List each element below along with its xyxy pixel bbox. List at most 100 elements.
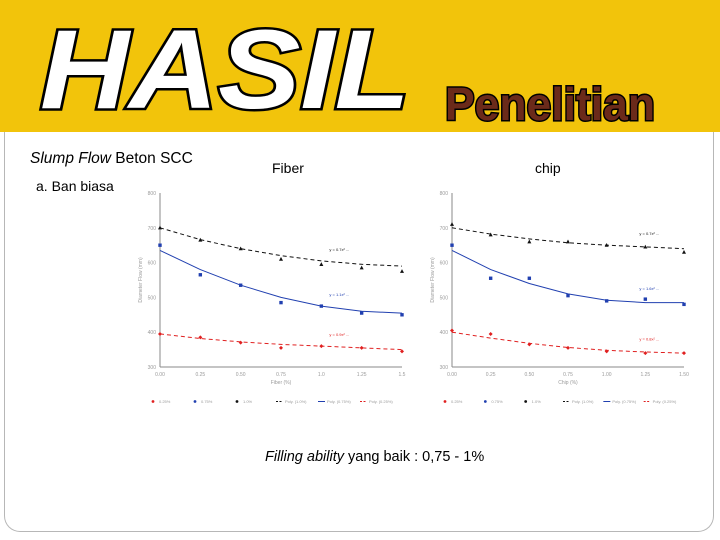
data-point xyxy=(566,239,570,244)
data-point xyxy=(643,351,648,356)
content-frame xyxy=(4,132,714,532)
x-tick-label: 0.25 xyxy=(486,372,496,378)
legend-label: Poly. (0.75%) xyxy=(612,399,636,404)
filling-ability-italic: Filling ability xyxy=(265,449,344,465)
trend-line xyxy=(159,249,403,314)
y-axis-label: Diameter Flow (mm) xyxy=(430,257,436,303)
data-point xyxy=(643,244,648,249)
data-point xyxy=(198,335,203,340)
data-point xyxy=(400,349,404,354)
trend-equation: y = 1.6x² ... xyxy=(639,286,659,291)
y-tick-label: 800 xyxy=(148,191,157,197)
y-tick-label: 700 xyxy=(148,226,157,232)
trend-equation: y = 0.9x² ... xyxy=(329,332,349,337)
y-tick-label: 300 xyxy=(148,365,157,371)
fiber-chart: 300 400 500 600 700 800 0.00 0.25 0.50 0.75 1.0 1.2… xyxy=(138,191,406,404)
banner-art: HASIL Penelitian xyxy=(38,5,657,133)
data-point xyxy=(198,237,203,242)
legend-label: Poly. (0.25%) xyxy=(369,399,393,404)
data-point xyxy=(527,342,532,347)
x-tick-label: 1.00 xyxy=(602,372,612,378)
trend-line xyxy=(159,333,403,351)
title-sub: Penelitian xyxy=(445,78,655,130)
data-point xyxy=(158,243,162,247)
y-tick-label: 500 xyxy=(440,295,449,301)
x-tick-label: 1.5 xyxy=(399,372,406,378)
data-point xyxy=(279,256,283,261)
data-point xyxy=(198,273,203,277)
data-point xyxy=(158,331,162,336)
data-point xyxy=(682,249,686,254)
y-tick-label: 400 xyxy=(148,330,157,336)
data-point xyxy=(450,222,454,226)
data-point xyxy=(527,276,532,280)
x-tick-label: 0.00 xyxy=(155,372,165,378)
x-tick-label: 0.25 xyxy=(195,372,205,378)
data-point xyxy=(488,331,493,336)
data-point xyxy=(238,340,243,345)
legend-marker xyxy=(443,400,447,403)
x-tick-label: 0.75 xyxy=(563,372,573,378)
title-banner: HASIL Penelitian xyxy=(0,0,720,132)
data-point xyxy=(643,297,648,301)
chip-label: chip xyxy=(535,160,561,176)
y-tick-label: 700 xyxy=(440,226,449,232)
trend-equation: y = 0.7x² ... xyxy=(329,247,349,252)
x-axis-label: Chip (%) xyxy=(558,380,578,386)
legend-label: Poly. (1.0%) xyxy=(285,399,307,404)
data-point xyxy=(450,243,454,247)
data-point xyxy=(450,328,454,333)
y-tick-label: 600 xyxy=(148,261,157,267)
y-tick-label: 600 xyxy=(440,261,449,267)
data-point xyxy=(238,283,243,287)
data-point xyxy=(400,313,404,317)
data-point xyxy=(604,299,609,303)
legend-label: 1.0% xyxy=(532,399,542,404)
data-point xyxy=(566,345,570,350)
legend-marker xyxy=(524,400,528,403)
legend-marker xyxy=(151,400,155,403)
data-point xyxy=(238,246,243,251)
slump-flow-italic: Slump Flow xyxy=(30,150,111,167)
slump-flow-heading: Slump Flow Beton SCC xyxy=(30,150,193,168)
data-point xyxy=(359,265,364,270)
x-axis-label: Fiber (%) xyxy=(271,380,292,386)
data-point xyxy=(488,232,493,237)
y-tick-label: 500 xyxy=(148,295,157,301)
y-tick-label: 400 xyxy=(440,330,449,336)
y-tick-label: 300 xyxy=(440,365,449,371)
legend-label: 0.25% xyxy=(451,399,463,404)
legend-label: Poly. (0.25%) xyxy=(653,399,677,404)
data-point xyxy=(682,351,686,356)
x-tick-label: 1.50 xyxy=(679,372,689,378)
x-tick-label: 0.50 xyxy=(236,372,246,378)
trend-equation: y = 0.8x² ... xyxy=(639,336,659,341)
legend-label: 0.75% xyxy=(491,399,503,404)
x-tick-label: 0.75 xyxy=(276,372,286,378)
trend-line xyxy=(451,249,684,304)
data-point xyxy=(566,293,570,298)
data-point xyxy=(319,262,324,266)
data-point xyxy=(604,349,609,354)
data-point xyxy=(400,269,404,273)
chip-chart: 300 400 500 600 700 800 0.00 0.25 0.50 0.75 1.00 1.… xyxy=(430,191,689,404)
slump-flow-rest: Beton SCC xyxy=(110,150,193,167)
data-point xyxy=(158,225,162,230)
title-main: HASIL xyxy=(40,7,410,132)
data-point xyxy=(527,239,532,244)
legend-marker xyxy=(235,400,239,403)
y-axis-label: Diameter Flow (mm) xyxy=(138,257,144,303)
data-point xyxy=(359,311,364,315)
trend-equation: y = 0.7x² ... xyxy=(639,231,659,236)
data-point xyxy=(359,345,364,350)
data-point xyxy=(319,304,324,308)
filling-ability-note: Filling ability yang baik : 0,75 - 1% xyxy=(265,449,484,465)
legend-marker xyxy=(193,400,197,403)
trend-line xyxy=(159,227,403,267)
fiber-label: Fiber xyxy=(272,160,304,176)
x-tick-label: 1.0 xyxy=(318,372,325,378)
x-tick-label: 0.50 xyxy=(524,372,534,378)
data-point xyxy=(319,344,324,349)
data-point xyxy=(604,243,609,247)
x-tick-label: 0.00 xyxy=(447,372,457,378)
